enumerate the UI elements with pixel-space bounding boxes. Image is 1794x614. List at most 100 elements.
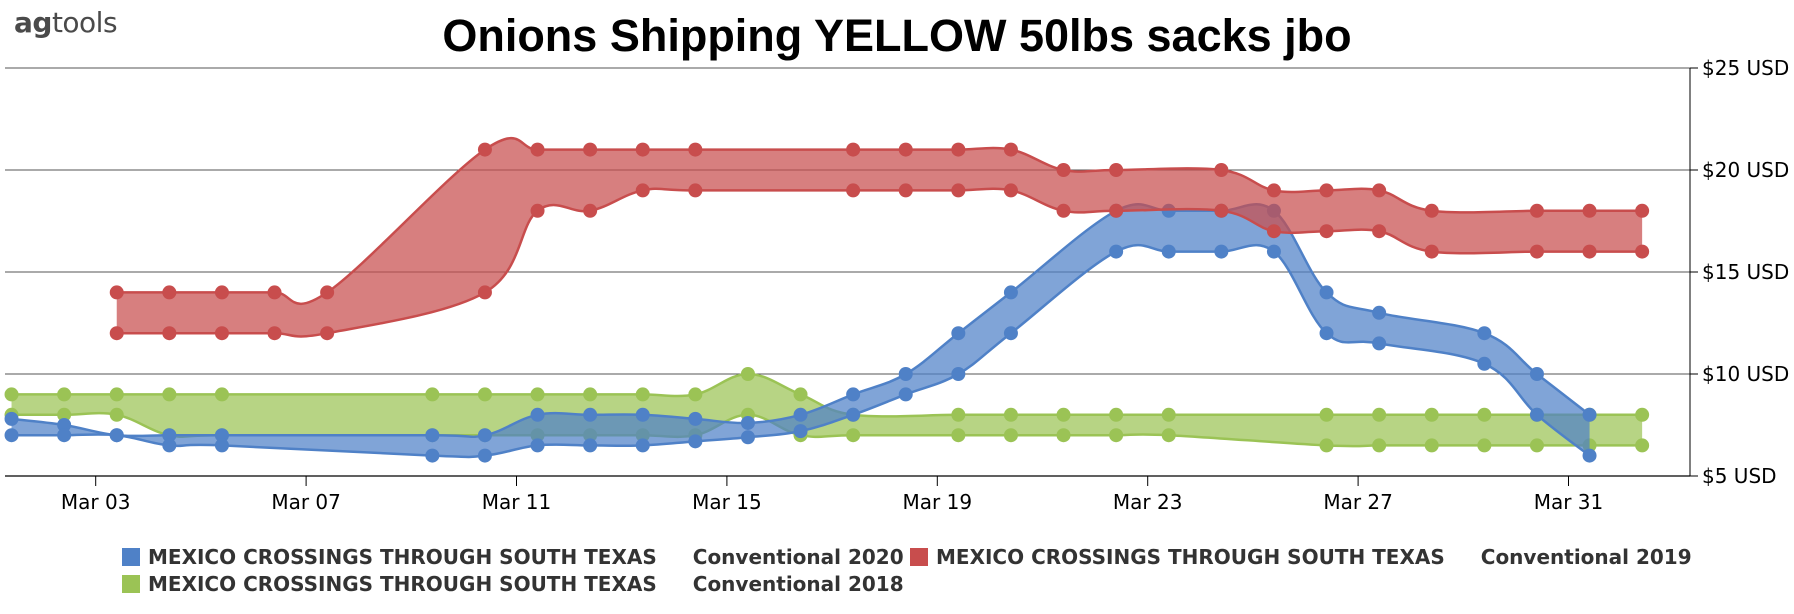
legend-swatch-2020	[122, 548, 140, 566]
point-high-2019-10	[846, 142, 861, 157]
point-high-2020-16	[1003, 285, 1018, 300]
point-low-2020-20	[1266, 244, 1281, 259]
point-low-2019-15	[1109, 203, 1124, 218]
point-low-2019-22	[1582, 244, 1597, 259]
point-low-2019-13	[1003, 183, 1018, 198]
point-low-2018-25	[1635, 438, 1650, 453]
point-low-2018-13	[846, 428, 861, 443]
point-high-2019-15	[1109, 163, 1124, 177]
point-low-2020-21	[1319, 326, 1334, 341]
point-low-2019-4	[320, 326, 335, 341]
x-tick-label-23: Mar 23	[1113, 490, 1183, 514]
point-high-2018-9	[635, 387, 650, 402]
point-low-2020-0	[4, 428, 19, 443]
point-low-2019-12	[951, 183, 966, 198]
point-high-2019-14	[1056, 163, 1071, 177]
legend-label-2018: MEXICO CROSSINGS THROUGH SOUTH TEXAS	[148, 572, 657, 596]
legend-item-2019[interactable]: MEXICO CROSSINGS THROUGH SOUTH TEXAS Con…	[910, 545, 1692, 569]
point-high-2019-22	[1582, 203, 1597, 218]
point-high-2019-11	[898, 142, 913, 157]
chart-title: Onions Shipping YELLOW 50lbs sacks jbo	[442, 10, 1352, 61]
point-high-2018-11	[740, 367, 755, 381]
point-low-2019-1	[162, 326, 177, 341]
point-low-2018-14	[951, 428, 966, 443]
point-low-2020-10	[688, 434, 703, 449]
point-high-2018-16	[1056, 407, 1071, 422]
point-high-2020-11	[740, 415, 755, 430]
point-low-2019-9	[688, 183, 703, 198]
y-tick-label-15: $15 USD	[1702, 260, 1789, 284]
point-high-2018-21	[1424, 407, 1439, 422]
point-high-2020-12	[793, 407, 808, 422]
x-tick-label-27: Mar 27	[1323, 490, 1393, 514]
point-low-2020-15	[951, 367, 966, 381]
point-low-2019-10	[846, 183, 861, 198]
point-high-2019-20	[1424, 203, 1439, 218]
point-high-2020-5	[425, 428, 440, 443]
point-low-2020-7	[530, 438, 545, 453]
point-low-2019-3	[267, 326, 282, 341]
point-high-2018-4	[214, 387, 229, 402]
point-low-2018-17	[1109, 428, 1124, 443]
point-high-2018-5	[425, 387, 440, 402]
point-low-2019-8	[635, 183, 650, 198]
point-high-2019-1	[162, 285, 177, 300]
point-low-2020-25	[1582, 448, 1597, 463]
point-high-2020-10	[688, 411, 703, 426]
point-high-2019-8	[635, 142, 650, 157]
point-high-2018-10	[688, 387, 703, 402]
point-high-2019-0	[109, 285, 124, 300]
point-high-2020-1	[57, 418, 72, 432]
point-low-2018-18	[1161, 428, 1176, 443]
point-high-2018-0	[4, 387, 19, 402]
point-low-2020-16	[1003, 326, 1018, 341]
point-high-2018-25	[1635, 407, 1650, 422]
point-high-2020-13	[846, 387, 861, 402]
point-low-2018-15	[1003, 428, 1018, 443]
point-high-2019-16	[1214, 163, 1229, 177]
point-high-2018-22	[1477, 407, 1492, 422]
point-high-2018-14	[951, 407, 966, 422]
point-low-2020-1	[57, 428, 72, 443]
legend-sub-2020: Conventional 2020	[692, 545, 904, 569]
point-high-2018-15	[1003, 407, 1018, 422]
point-high-2019-17	[1266, 183, 1281, 198]
point-high-2020-23	[1477, 326, 1492, 341]
point-low-2020-8	[583, 438, 598, 453]
point-low-2018-16	[1056, 428, 1071, 443]
point-low-2019-7	[583, 203, 598, 218]
point-high-2018-1	[57, 387, 72, 402]
point-high-2018-7	[530, 387, 545, 402]
point-low-2018-23	[1529, 438, 1544, 453]
point-high-2020-21	[1319, 285, 1334, 300]
point-high-2019-9	[688, 142, 703, 157]
x-tick-label-3: Mar 03	[61, 490, 131, 514]
point-high-2019-19	[1372, 183, 1387, 198]
y-tick-label-5: $5 USD	[1702, 464, 1777, 488]
point-high-2020-8	[583, 407, 598, 422]
point-low-2020-23	[1477, 356, 1492, 371]
point-low-2019-16	[1214, 203, 1229, 218]
point-high-2019-2	[214, 285, 229, 300]
point-high-2020-3	[162, 428, 177, 443]
point-high-2020-15	[951, 326, 966, 341]
point-high-2019-12	[951, 142, 966, 157]
x-tick-label-15: Mar 15	[692, 490, 762, 514]
point-low-2019-5	[477, 285, 492, 300]
x-tick-label-7: Mar 07	[271, 490, 341, 514]
logo-tools: tools	[51, 6, 118, 39]
point-low-2019-2	[214, 326, 229, 341]
point-high-2018-8	[583, 387, 598, 402]
legend-item-2018[interactable]: MEXICO CROSSINGS THROUGH SOUTH TEXAS Con…	[122, 572, 904, 596]
point-low-2020-14	[898, 387, 913, 402]
point-low-2020-3	[162, 438, 177, 453]
point-low-2018-22	[1477, 438, 1492, 453]
point-low-2020-17	[1109, 244, 1124, 259]
point-high-2019-7	[583, 142, 598, 157]
point-low-2020-4	[214, 438, 229, 453]
logo-ag: ag	[14, 6, 52, 39]
point-high-2020-9	[635, 407, 650, 422]
point-high-2018-12	[793, 387, 808, 402]
point-high-2018-3	[162, 387, 177, 402]
legend-item-2020[interactable]: MEXICO CROSSINGS THROUGH SOUTH TEXAS Con…	[122, 545, 904, 569]
